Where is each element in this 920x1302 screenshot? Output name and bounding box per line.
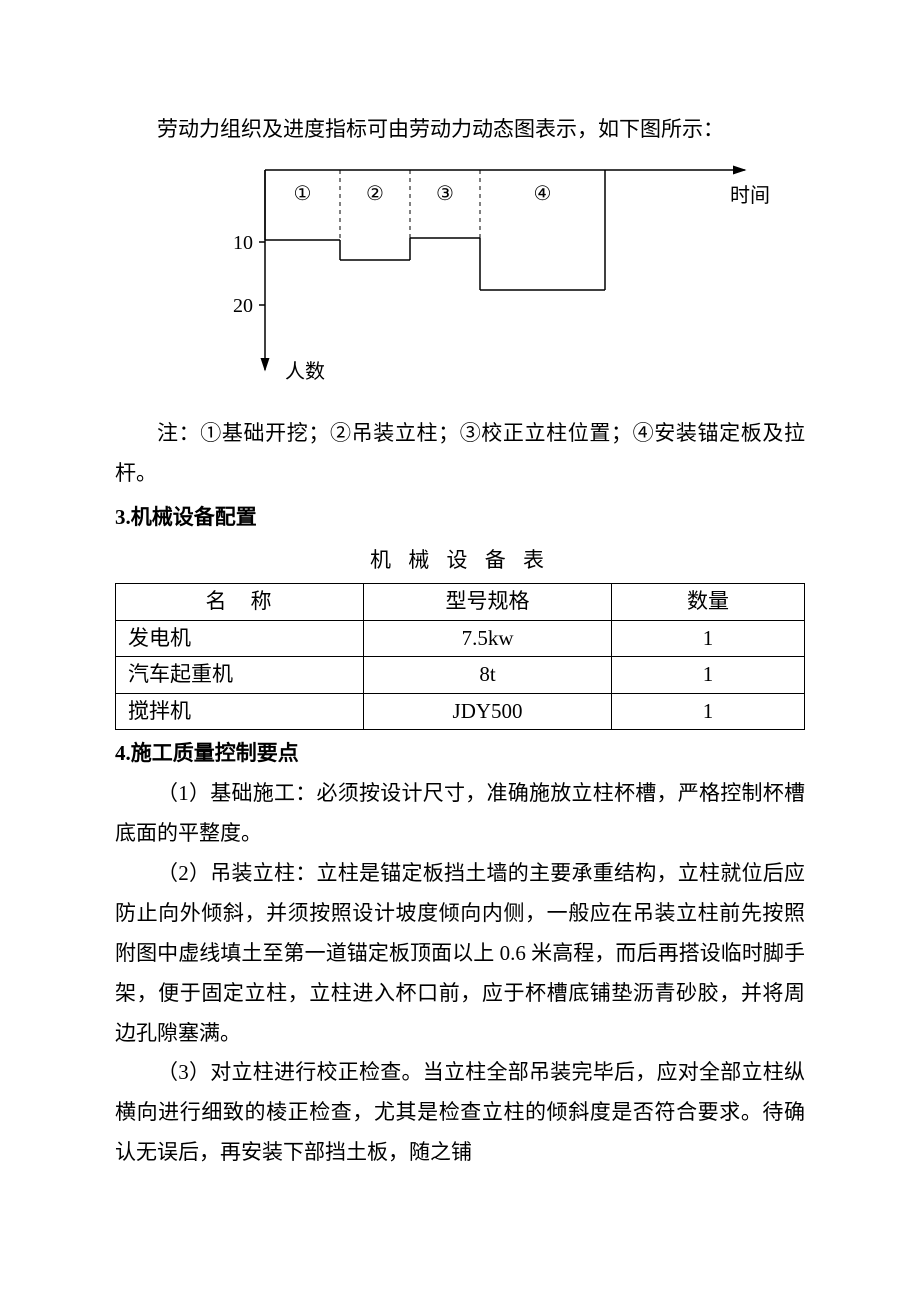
section4-item-1: （1）基础施工：必须按设计尺寸，准确施放立柱杯槽，严格控制杯槽底面的平整度。 <box>115 774 805 854</box>
cell: JDY500 <box>364 693 612 730</box>
table-row: 搅拌机 JDY500 1 <box>116 693 805 730</box>
svg-text:20: 20 <box>233 295 253 317</box>
col-spec: 型号规格 <box>364 584 612 621</box>
cell: 7.5kw <box>364 620 612 657</box>
svg-text:时间: 时间 <box>730 184 770 207</box>
section4-heading: 4.施工质量控制要点 <box>115 734 805 774</box>
svg-text:人数: 人数 <box>285 360 325 383</box>
svg-text:④: ④ <box>534 183 552 205</box>
labor-chart: 10 20 ① ② ③ ④ 时间人数 <box>205 160 775 404</box>
section4-item-3: （3）对立柱进行校正检查。当立柱全部吊装完毕后，应对全部立柱纵横向进行细致的棱正… <box>115 1053 805 1173</box>
cell: 搅拌机 <box>116 693 364 730</box>
svg-text:②: ② <box>366 183 384 205</box>
equipment-table-title: 机 械 设 备 表 <box>115 541 805 581</box>
table-row: 发电机 7.5kw 1 <box>116 620 805 657</box>
cell: 1 <box>612 693 805 730</box>
cell: 发电机 <box>116 620 364 657</box>
section3-heading: 3.机械设备配置 <box>115 498 805 538</box>
chart-note: 注：①基础开挖；②吊装立柱；③校正立柱位置；④安装锚定板及拉杆。 <box>115 414 805 494</box>
cell: 汽车起重机 <box>116 657 364 694</box>
intro-paragraph: 劳动力组织及进度指标可由劳动力动态图表示，如下图所示： <box>115 110 805 150</box>
svg-text:③: ③ <box>436 183 454 205</box>
section4-item-2: （2）吊装立柱：立柱是锚定板挡土墙的主要承重结构，立柱就位后应防止向外倾斜，并须… <box>115 854 805 1053</box>
col-qty: 数量 <box>612 584 805 621</box>
cell: 1 <box>612 620 805 657</box>
table-row: 汽车起重机 8t 1 <box>116 657 805 694</box>
equipment-table: 名称 型号规格 数量 发电机 7.5kw 1 汽车起重机 8t 1 搅拌机 JD… <box>115 583 805 730</box>
svg-text:10: 10 <box>233 232 253 254</box>
cell: 1 <box>612 657 805 694</box>
cell: 8t <box>364 657 612 694</box>
table-header-row: 名称 型号规格 数量 <box>116 584 805 621</box>
col-name: 名称 <box>116 584 364 621</box>
svg-text:①: ① <box>294 183 312 205</box>
